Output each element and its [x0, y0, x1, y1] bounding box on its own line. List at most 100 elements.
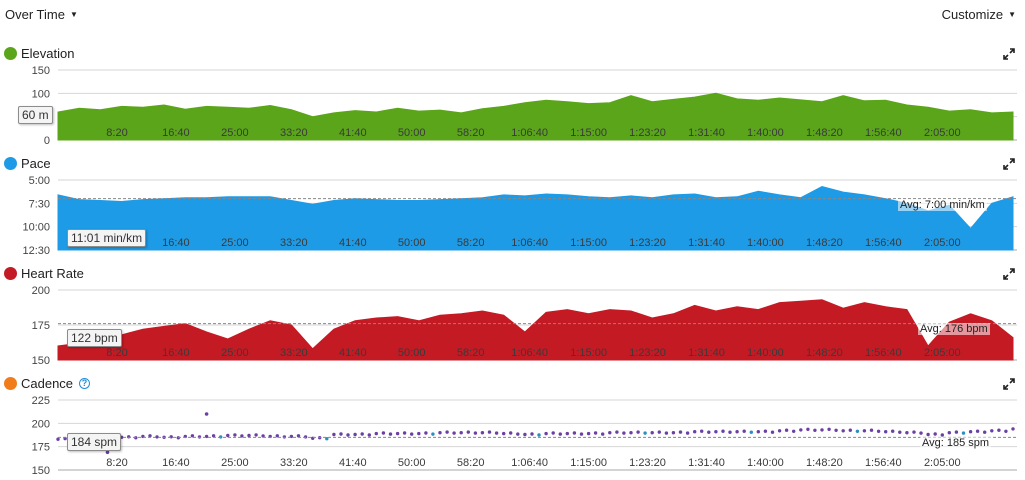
cadence-point [763, 429, 768, 433]
cadence-point [961, 431, 966, 435]
x-tick-label: 1:48:20 [806, 347, 843, 359]
cadence-point [459, 431, 463, 435]
expand-icon[interactable] [1003, 158, 1015, 170]
x-tick-label: 1:06:40 [511, 127, 548, 139]
cadence-point [622, 431, 626, 435]
cadence-point [664, 431, 669, 435]
cadence-point [325, 437, 329, 441]
x-tick-label: 50:00 [398, 237, 426, 249]
cadence-point [629, 431, 633, 435]
cadence-point [968, 430, 973, 434]
pace-tooltip: 11:01 min/km [67, 229, 147, 247]
cadence-point [834, 428, 838, 432]
pace-title-text: Pace [21, 155, 51, 171]
cadence-point [954, 430, 959, 434]
cadence-point [586, 431, 591, 436]
expand-icon[interactable] [1003, 268, 1015, 280]
cadence-point [919, 431, 923, 435]
cadence-point [742, 429, 746, 433]
cadence-chart[interactable]: 225 200 175 150 8:20 16:40 25:00 33:20 41:40 50:0… [0, 390, 1025, 480]
cadence-point [898, 430, 902, 434]
cadence-point [353, 432, 357, 437]
x-tick-label: 1:15:00 [570, 127, 607, 139]
expand-icon[interactable] [1003, 48, 1015, 60]
cadence-point [869, 428, 874, 432]
x-tick-label: 1:31:40 [688, 457, 725, 469]
heart-rate-title: Heart Rate [4, 264, 84, 282]
cadence-point [813, 428, 817, 432]
cadence-outlier-point [204, 412, 209, 416]
cadence-point [820, 428, 824, 432]
pace-avg-label: Avg: 7:00 min/km [898, 199, 987, 211]
x-tick-label: 1:40:00 [747, 127, 784, 139]
cadence-point [261, 434, 265, 438]
cadence-point [884, 430, 888, 434]
x-tick-label: 33:20 [280, 127, 308, 139]
cadence-point [332, 432, 336, 437]
cadence-point [211, 434, 216, 438]
cadence-point [636, 430, 640, 434]
cadence-point [891, 429, 895, 433]
customize-label: Customize [941, 7, 1004, 22]
x-tick-label: 25:00 [221, 457, 249, 469]
cadence-avg-label: Avg: 185 spm [920, 437, 992, 449]
elevation-title-text: Elevation [21, 45, 75, 61]
cadence-point [502, 431, 506, 436]
elevation-chart[interactable]: 1501005008:2016:4025:0033:2041:4050:0058… [0, 60, 1025, 150]
customize-dropdown[interactable]: Customize ▼ [942, 7, 1016, 22]
x-tick-label: 1:23:20 [629, 457, 666, 469]
y-tick-label: 175 [32, 320, 50, 332]
x-tick-label: 2:05:00 [924, 457, 961, 469]
cadence-point [912, 430, 916, 434]
cadence-point [169, 435, 173, 439]
y-tick-label: 150 [32, 65, 50, 77]
expand-icon[interactable] [1003, 378, 1015, 390]
x-tick-label: 58:20 [457, 457, 485, 469]
view-dropdown[interactable]: Over Time ▼ [5, 7, 78, 22]
x-tick-label: 50:00 [398, 127, 426, 139]
cadence-point [735, 430, 739, 434]
x-tick-label: 2:05:00 [924, 347, 961, 359]
x-tick-label: 1:15:00 [570, 347, 607, 359]
cadence-point [275, 434, 279, 438]
x-tick-label: 1:23:20 [629, 237, 666, 249]
cadence-point [551, 431, 555, 435]
cadence-point [374, 431, 378, 436]
cadence-point [339, 432, 343, 436]
cadence-point [487, 430, 492, 434]
cadence-point [799, 428, 803, 432]
cadence-point [593, 431, 598, 435]
cadence-point [395, 431, 400, 436]
cadence-point [678, 430, 683, 434]
heart-rate-chart[interactable]: 200 175 150 8:20 16:40 25:00 33:20 41:40 50:00 58… [0, 280, 1025, 370]
x-tick-label: 1:56:40 [865, 237, 902, 249]
cadence-point [721, 429, 725, 433]
y-tick-label: 100 [32, 88, 50, 100]
x-tick-label: 8:20 [106, 127, 127, 139]
x-tick-label: 50:00 [398, 457, 426, 469]
cadence-point [608, 431, 612, 435]
help-icon[interactable]: ? [79, 377, 91, 389]
cadence-point [233, 433, 237, 437]
cadence-point [410, 432, 414, 436]
elevation-area [57, 92, 1014, 141]
elevation-tooltip: 60 m [18, 106, 53, 124]
pace-chart[interactable]: 5:007:3010:0012:308:2016:4025:0033:2041:… [0, 170, 1025, 260]
y-tick-label: 0 [44, 135, 50, 147]
cadence-tooltip: 184 spm [67, 433, 122, 451]
cadence-point [417, 431, 421, 436]
cadence-point [862, 429, 867, 433]
cadence-point [494, 431, 499, 435]
cadence-point [523, 432, 527, 437]
top-bar: Over Time ▼ Customize ▼ [0, 0, 1025, 30]
x-tick-label: 1:40:00 [747, 237, 784, 249]
cadence-point [516, 432, 520, 436]
x-tick-label: 58:20 [457, 237, 485, 249]
pace-title: Pace [4, 154, 51, 172]
x-tick-label: 1:48:20 [806, 237, 843, 249]
cadence-point [792, 429, 796, 433]
cadence-point [466, 430, 470, 434]
cadence-point [367, 433, 371, 437]
cadence-point [997, 428, 1001, 432]
x-tick-label: 1:48:20 [806, 457, 843, 469]
